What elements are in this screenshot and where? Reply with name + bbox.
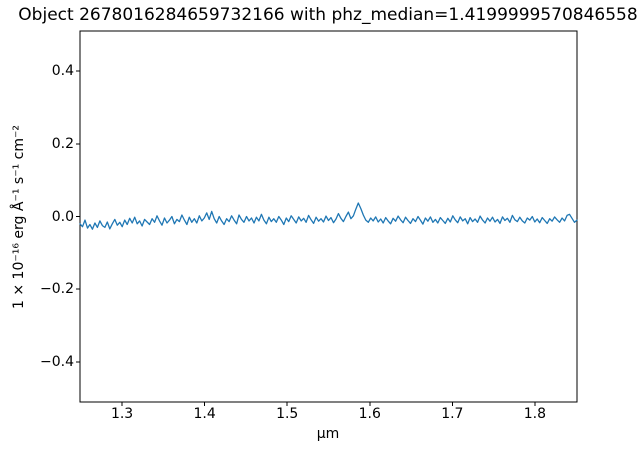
x-tick-label: 1.6 bbox=[358, 406, 381, 422]
y-tick-label: −0.2 bbox=[40, 281, 74, 298]
y-tick-marks bbox=[76, 70, 80, 363]
x-tick-marks bbox=[121, 402, 536, 406]
x-tick-label: 1.3 bbox=[110, 406, 134, 422]
chart-title: Object 2678016284659732166 with phz_medi… bbox=[18, 5, 638, 25]
y-tick-label: −0.4 bbox=[40, 353, 74, 370]
y-tick-label: 0.4 bbox=[51, 63, 74, 79]
x-axis-label: μm bbox=[316, 426, 340, 442]
spectrum-line bbox=[79, 202, 578, 230]
x-tick-label: 1.4 bbox=[193, 406, 216, 422]
y-tick-label: 0.2 bbox=[51, 135, 74, 152]
x-tick-label: 1.5 bbox=[276, 406, 299, 422]
x-tick-label: 1.7 bbox=[441, 406, 464, 422]
x-tick-label: 1.8 bbox=[523, 406, 547, 422]
y-tick-label: 0.0 bbox=[51, 208, 74, 225]
